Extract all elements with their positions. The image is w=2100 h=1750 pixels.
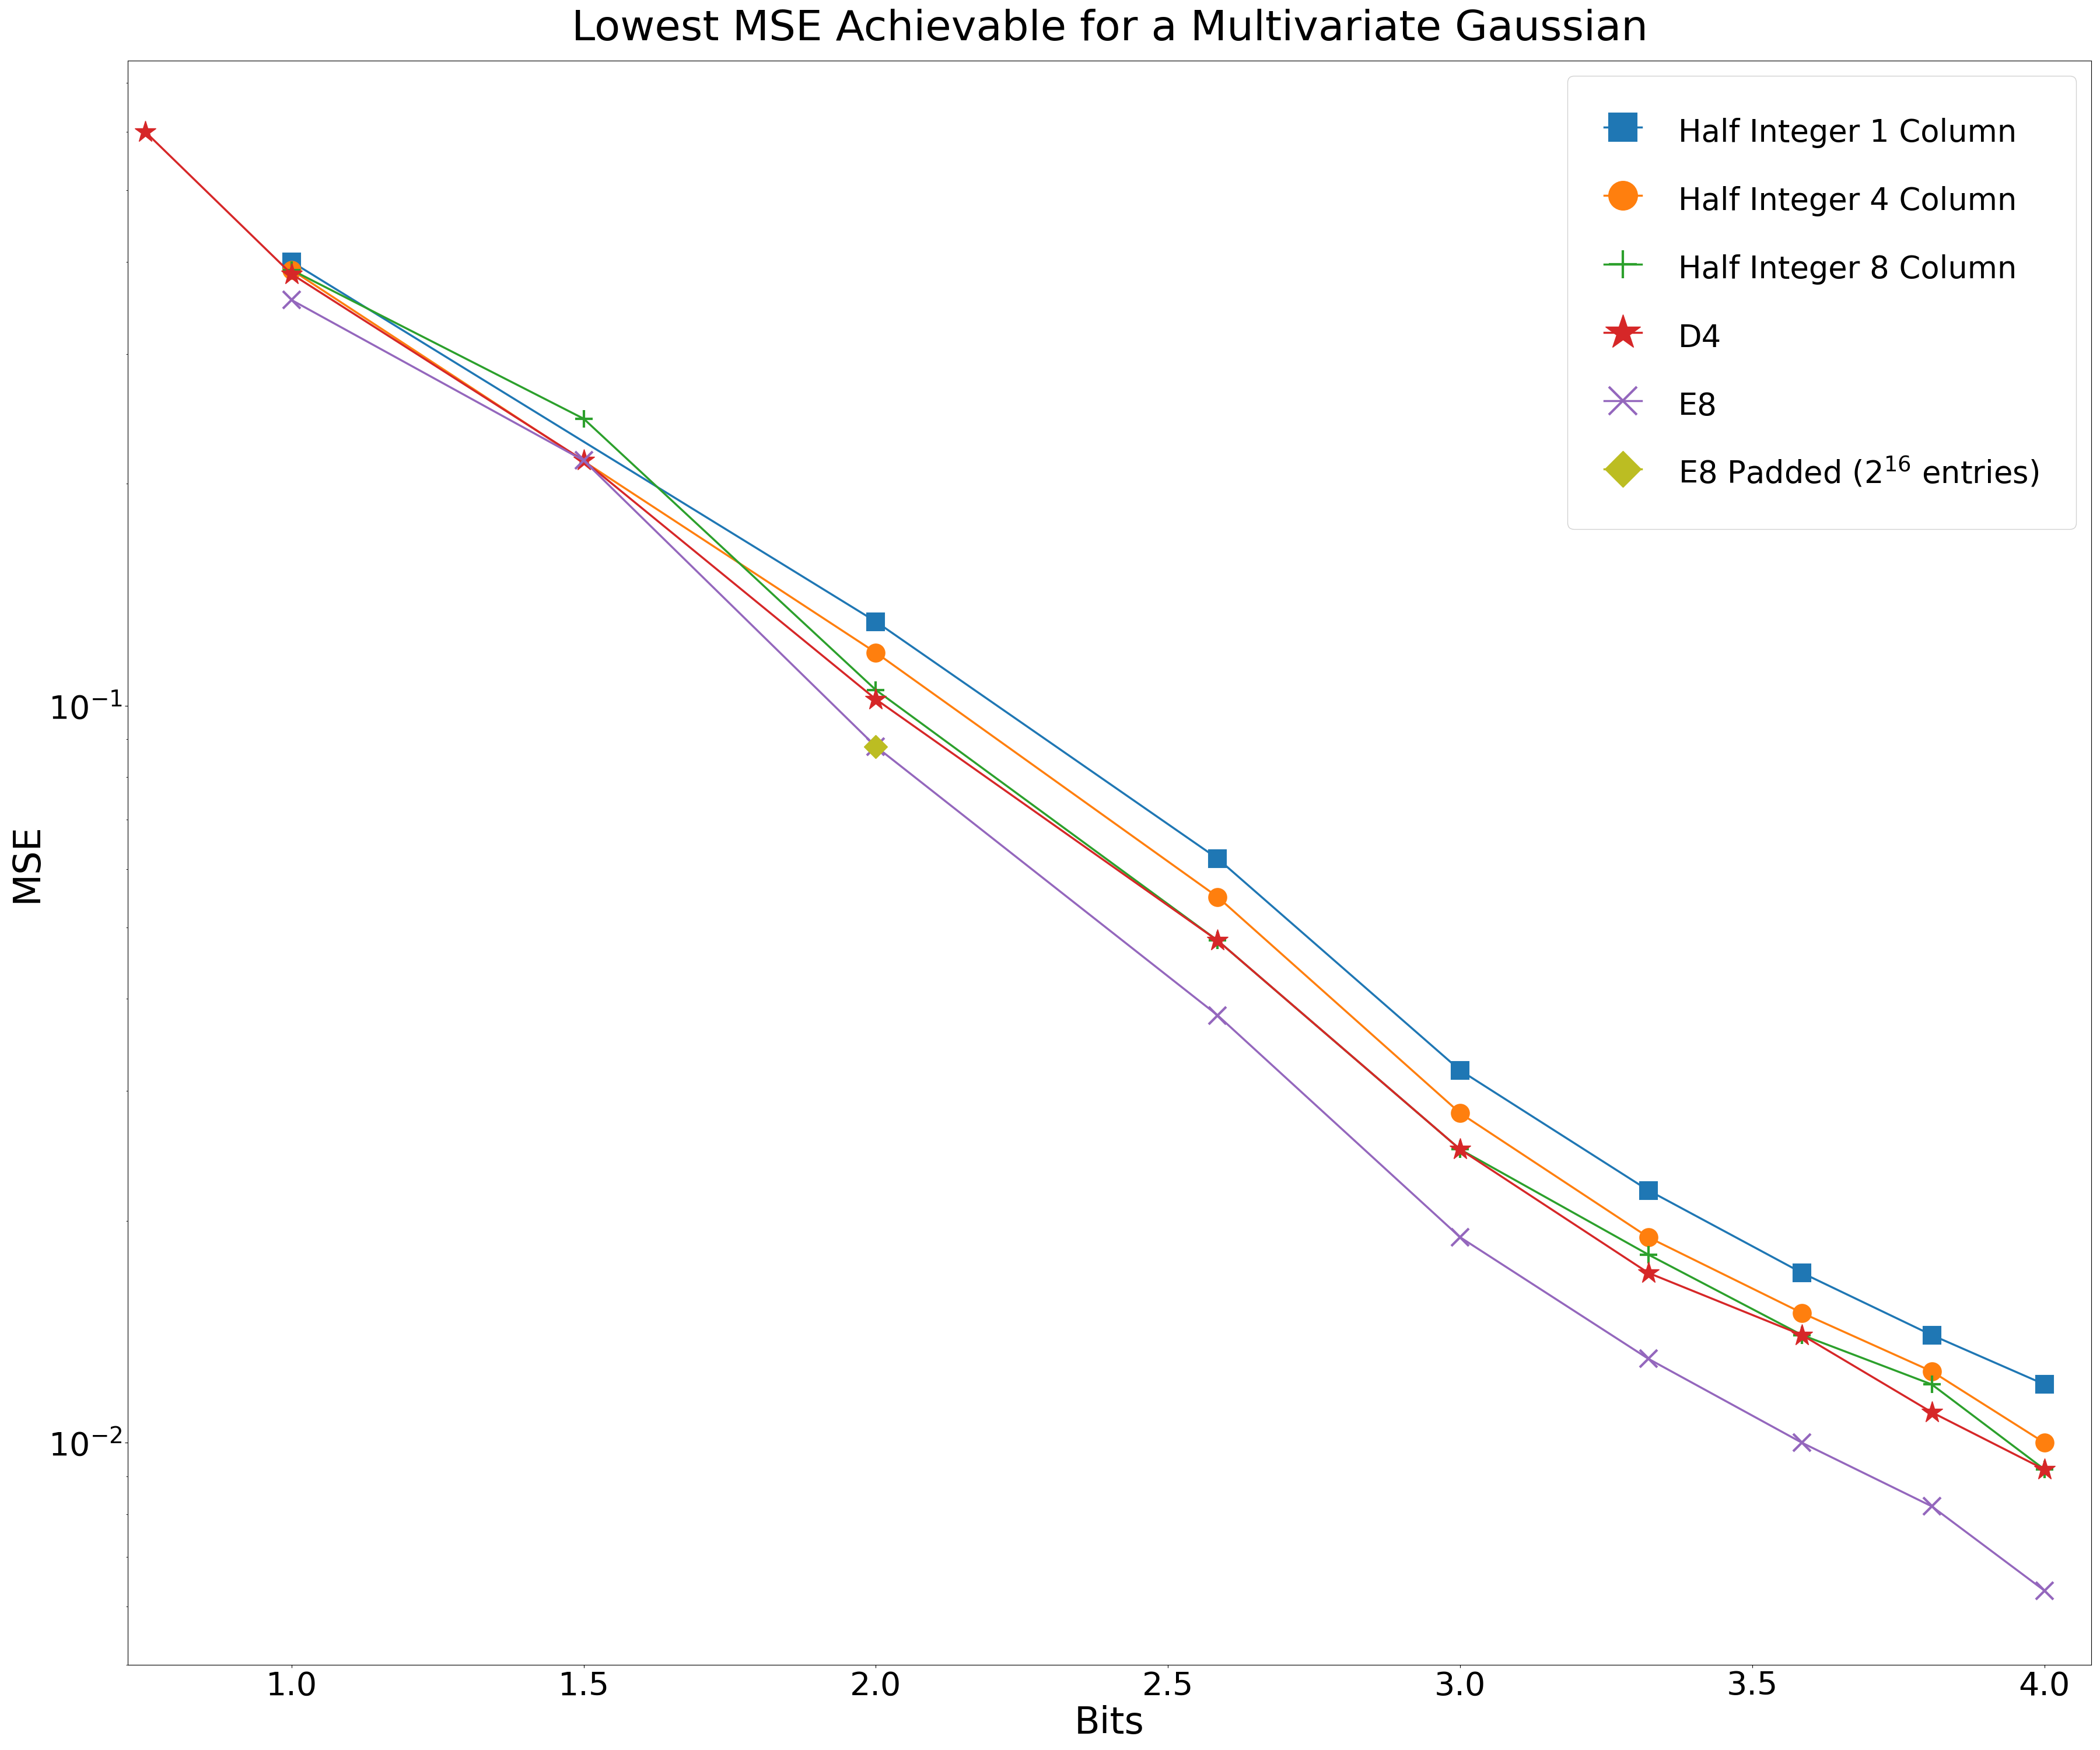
Half Integer 1 Column [1447, 1060, 1472, 1082]
E8 [863, 737, 888, 758]
Half Integer 1 Column [1205, 849, 1231, 870]
Half Integer 8 Column [1789, 1325, 1814, 1346]
Line: D4: D4 [134, 121, 2056, 1480]
X-axis label: Bits: Bits [1075, 1704, 1145, 1741]
Half Integer 4 Column [863, 642, 888, 663]
Half Integer 8 Column [1919, 1374, 1945, 1395]
Half Integer 4 Column [1205, 887, 1231, 908]
Half Integer 8 Column [279, 259, 304, 280]
Legend: Half Integer 1 Column, Half Integer 4 Column, Half Integer 8 Column, D4, E8, E8 : Half Integer 1 Column, Half Integer 4 Co… [1567, 75, 2077, 528]
Y-axis label: MSE: MSE [8, 822, 44, 903]
D4 [1205, 929, 1231, 950]
E8 [279, 289, 304, 310]
Half Integer 1 Column [2033, 1374, 2058, 1395]
D4 [132, 121, 158, 142]
D4 [1919, 1402, 1945, 1423]
Half Integer 8 Column [1205, 929, 1231, 950]
Half Integer 4 Column [2033, 1432, 2058, 1452]
Line: Half Integer 4 Column: Half Integer 4 Column [284, 261, 2054, 1452]
Half Integer 1 Column [863, 611, 888, 632]
E8 [571, 450, 596, 471]
Half Integer 1 Column [279, 252, 304, 273]
E8 [1789, 1432, 1814, 1452]
Half Integer 1 Column [1919, 1325, 1945, 1346]
Half Integer 8 Column [2033, 1460, 2058, 1480]
D4 [2033, 1460, 2058, 1480]
Line: E8: E8 [284, 290, 2054, 1600]
Half Integer 4 Column [279, 259, 304, 280]
Half Integer 1 Column [1789, 1262, 1814, 1283]
D4 [863, 690, 888, 710]
D4 [1447, 1139, 1472, 1160]
D4 [279, 264, 304, 285]
E8 [1447, 1227, 1472, 1248]
E8 [1919, 1496, 1945, 1517]
E8 [1636, 1348, 1661, 1368]
Half Integer 8 Column [863, 679, 888, 700]
Half Integer 1 Column [1636, 1180, 1661, 1201]
E8 [1205, 1004, 1231, 1026]
D4 [571, 450, 596, 471]
Half Integer 4 Column [1447, 1102, 1472, 1124]
Half Integer 8 Column [1447, 1139, 1472, 1160]
E8 [2033, 1580, 2058, 1601]
Half Integer 4 Column [1789, 1302, 1814, 1323]
Half Integer 4 Column [1636, 1227, 1661, 1248]
Half Integer 4 Column [1919, 1362, 1945, 1382]
Half Integer 8 Column [1636, 1244, 1661, 1265]
D4 [1789, 1325, 1814, 1346]
Title: Lowest MSE Achievable for a Multivariate Gaussian: Lowest MSE Achievable for a Multivariate… [571, 9, 1648, 49]
Half Integer 8 Column [571, 408, 596, 429]
Line: Half Integer 8 Column: Half Integer 8 Column [284, 261, 2054, 1479]
Line: Half Integer 1 Column: Half Integer 1 Column [284, 252, 2054, 1393]
D4 [1636, 1262, 1661, 1283]
